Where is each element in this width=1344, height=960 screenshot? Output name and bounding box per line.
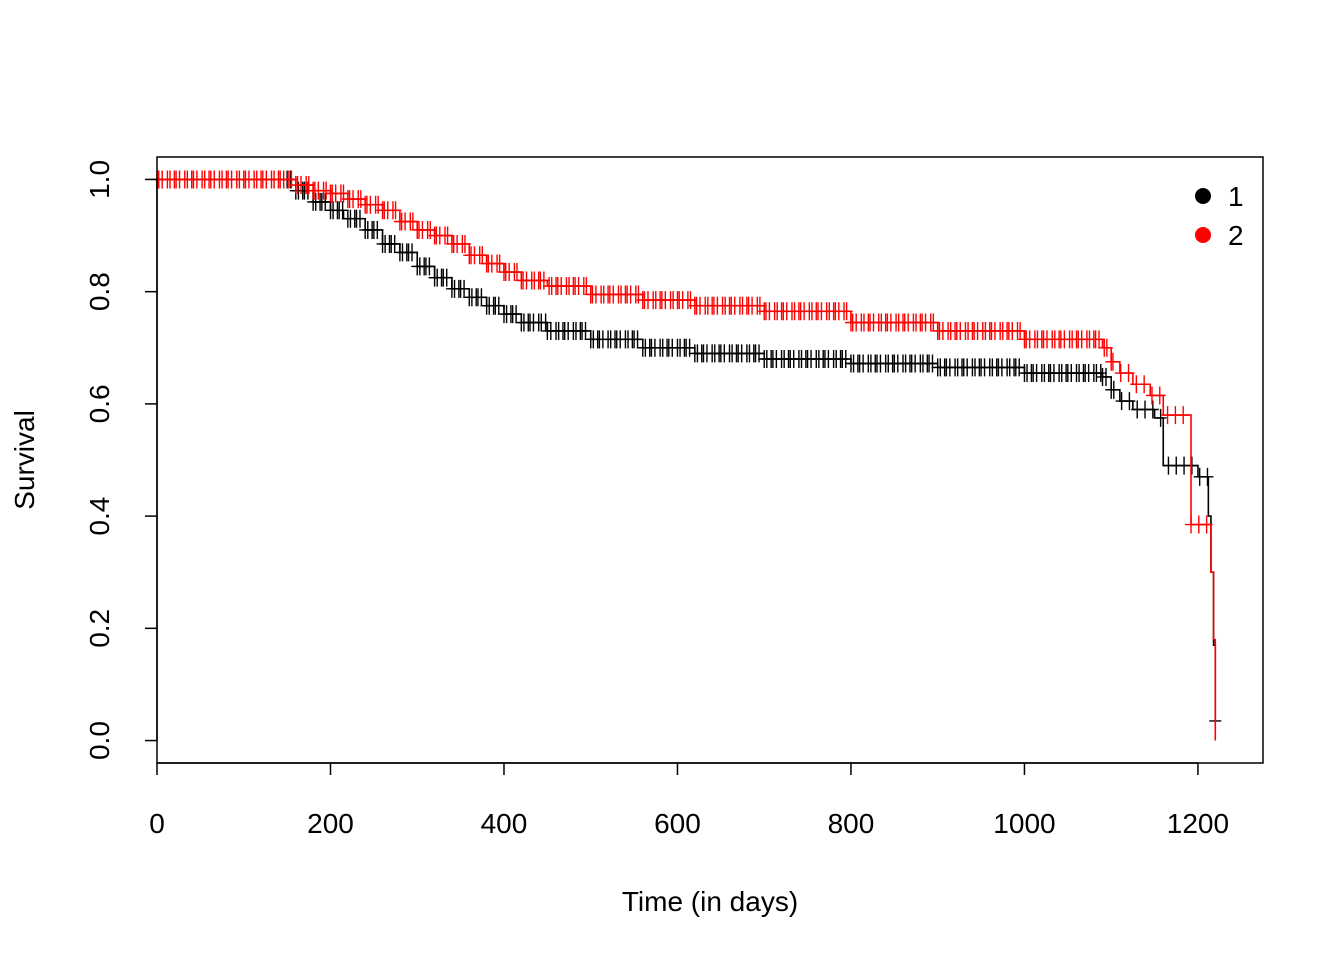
censor-mark: [840, 302, 853, 321]
censor-mark: [1177, 406, 1190, 425]
x-axis-label: Time (in days): [622, 886, 798, 917]
censor-mark: [336, 201, 349, 220]
censor-mark: [1122, 364, 1135, 383]
legend-label-1: 1: [1228, 181, 1244, 212]
x-tick-label: 400: [481, 808, 528, 839]
censor-mark: [1201, 467, 1214, 486]
censor-mark: [1154, 408, 1167, 427]
x-tick-label: 800: [828, 808, 875, 839]
y-tick-label: 0.2: [84, 609, 115, 648]
censor-marks-2: [151, 170, 1213, 534]
censor-mark: [1138, 375, 1151, 394]
y-tick-label: 0.6: [84, 384, 115, 423]
censor-mark: [1153, 386, 1166, 405]
censor-mark: [389, 201, 402, 220]
censor-mark: [1094, 364, 1107, 383]
y-tick-label: 1.0: [84, 160, 115, 199]
censor-mark: [1146, 400, 1159, 419]
legend-marker-2: [1195, 227, 1211, 243]
x-tick-label: 600: [654, 808, 701, 839]
censor-mark: [926, 354, 939, 373]
censor-mark: [406, 243, 419, 262]
censor-mark: [388, 234, 401, 253]
censor-mark: [1099, 367, 1112, 386]
series-1: [157, 170, 1222, 730]
censor-mark: [475, 288, 488, 307]
x-tick-label: 0: [149, 808, 165, 839]
y-axis: 0.0 0.2 0.4 0.6 0.8 1.0: [84, 160, 158, 760]
censor-mark: [458, 279, 471, 298]
legend-label-2: 2: [1228, 220, 1244, 251]
censor-mark: [423, 257, 436, 276]
censor-mark: [631, 330, 644, 349]
y-axis-label: Survival: [9, 410, 40, 510]
plot-frame: [156, 156, 1264, 764]
censor-marks-1: [281, 170, 1222, 730]
censor-mark: [353, 209, 366, 228]
censor-mark: [839, 350, 852, 368]
series-2: [151, 170, 1217, 741]
censor-mark: [1106, 352, 1119, 371]
censor-mark: [458, 234, 471, 253]
censor-mark: [1200, 515, 1213, 534]
censor-mark: [1185, 456, 1198, 475]
survival-curve-1: [157, 178, 1217, 721]
censor-mark: [1100, 338, 1113, 357]
censor-mark: [319, 192, 332, 211]
legend-marker-1: [1195, 188, 1211, 204]
censor-mark: [579, 321, 592, 340]
x-tick-label: 1200: [1167, 808, 1229, 839]
chart-marks: [151, 170, 1222, 741]
censor-mark: [510, 305, 523, 324]
y-tick-label: 0.4: [84, 497, 115, 536]
censor-mark: [492, 296, 505, 315]
legend: 12: [1195, 181, 1244, 251]
x-tick-label: 200: [307, 808, 354, 839]
y-tick-label: 0.0: [84, 721, 115, 760]
survival-curve-2: [157, 178, 1217, 741]
censor-mark: [1107, 380, 1120, 399]
censor-mark: [1093, 330, 1106, 349]
censor-mark: [1123, 392, 1136, 411]
x-tick-label: 1000: [993, 808, 1055, 839]
x-axis: 0 200 400 600 800 1000 1200: [149, 762, 1229, 839]
censor-mark: [539, 313, 552, 332]
y-tick-label: 0.8: [84, 272, 115, 311]
censor-mark: [371, 220, 384, 239]
censor-mark: [440, 268, 453, 287]
